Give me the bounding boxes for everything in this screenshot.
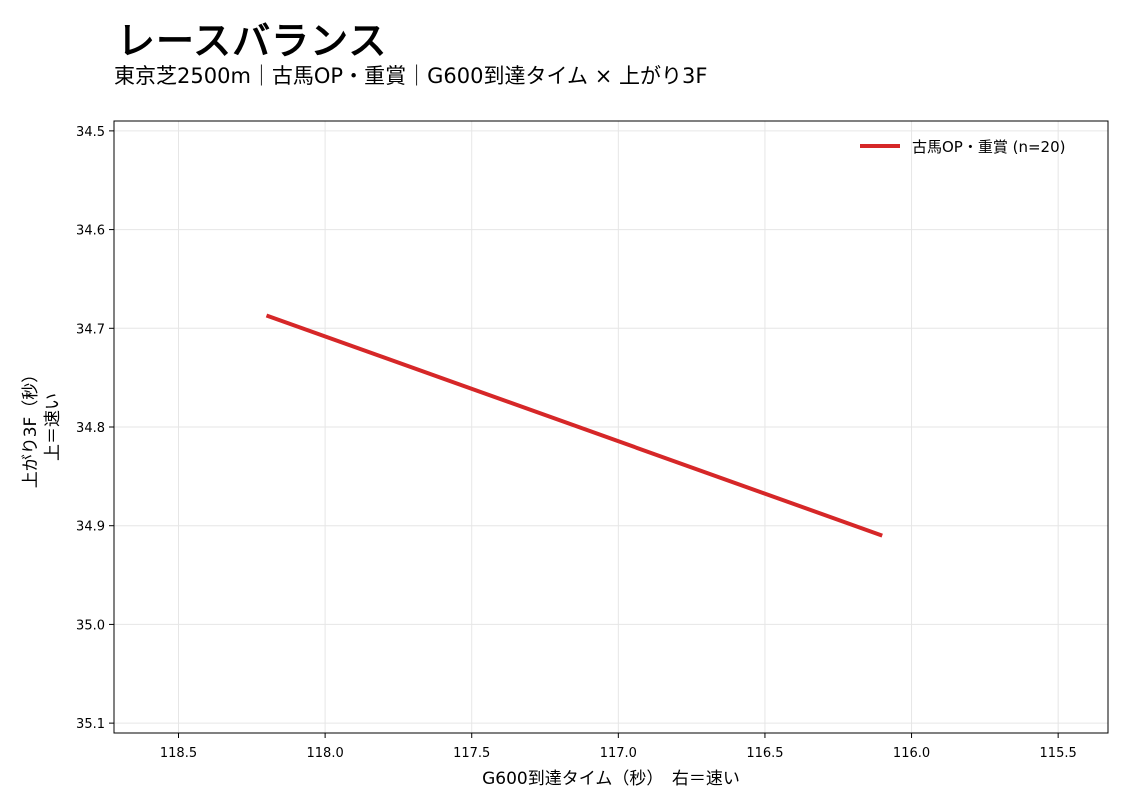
x-axis-ticks: 118.5 118.0 117.5 117.0 116.5 116.0 115.5 xyxy=(160,733,1077,761)
legend: 古馬OP・重賞 (n=20) xyxy=(860,138,1066,156)
x-tick-label: 115.5 xyxy=(1040,746,1077,761)
y-tick-label: 34.6 xyxy=(76,224,105,239)
y-axis-ticks: 34.5 34.6 34.7 34.8 34.9 35.0 35.1 xyxy=(76,125,114,732)
chart-title: レースバランス xyxy=(117,19,388,63)
y-axis-label-line1: 上がり3F（秒） xyxy=(21,366,41,489)
x-axis-label: G600到達タイム（秒） 右＝速い xyxy=(482,769,740,789)
x-tick-label: 118.5 xyxy=(160,746,197,761)
y-axis-label: 上がり3F（秒） 上＝速い xyxy=(21,366,63,489)
y-tick-label: 35.1 xyxy=(76,717,105,732)
x-tick-label: 116.5 xyxy=(746,746,783,761)
x-tick-label: 116.0 xyxy=(893,746,930,761)
y-tick-label: 34.7 xyxy=(76,322,105,337)
x-tick-label: 118.0 xyxy=(307,746,344,761)
y-tick-label: 34.5 xyxy=(76,125,105,140)
x-tick-label: 117.0 xyxy=(600,746,637,761)
grid-lines xyxy=(114,121,1108,733)
series-layer xyxy=(265,313,883,538)
legend-label: 古馬OP・重賞 (n=20) xyxy=(912,138,1066,156)
y-tick-label: 35.0 xyxy=(76,618,105,633)
y-axis-label-line2: 上＝速い xyxy=(43,393,63,461)
y-tick-label: 34.9 xyxy=(76,520,105,535)
chart-subtitle: 東京芝2500m｜古馬OP・重賞｜G600到達タイム × 上がり3F xyxy=(114,64,708,88)
y-tick-label: 34.8 xyxy=(76,421,105,436)
x-tick-label: 117.5 xyxy=(453,746,490,761)
series-line xyxy=(265,313,883,538)
